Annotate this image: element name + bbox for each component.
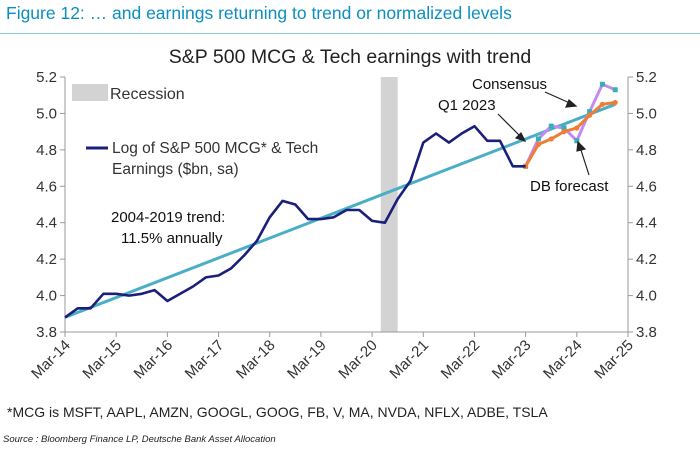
recession-legend-swatch	[72, 84, 108, 101]
recession-legend-label: Recession	[110, 86, 185, 103]
footnote: *MCG is MSFT, AAPL, AMZN, GOOGL, GOOG, F…	[7, 404, 548, 420]
y-tick-label-right: 5.0	[636, 105, 657, 122]
x-tick-label: Mar-24	[540, 337, 586, 383]
y-tick-label-right: 4.6	[636, 178, 657, 195]
db-forecast-point	[587, 109, 593, 115]
earnings-line	[64, 124, 526, 319]
x-tick-label: Mar-17	[182, 337, 228, 383]
chart-title: S&P 500 MCG & Tech earnings with trend	[168, 46, 532, 68]
x-tick-label: Mar-18	[233, 337, 279, 383]
y-tick-label-right: 4.0	[636, 288, 657, 305]
y-tick-label-left: 4.0	[36, 288, 57, 305]
y-tick-label-left: 4.2	[36, 251, 57, 268]
y-tick-label-left: 5.0	[36, 105, 57, 122]
source-note: Source : Bloomberg Finance LP, Deutsche …	[3, 434, 276, 445]
db-forecast-point	[574, 138, 580, 144]
series-legend-label-line2: Earnings ($bn, sa)	[112, 161, 239, 178]
y-tick-label-right: 4.8	[636, 142, 657, 159]
x-tick-label: Mar-14	[28, 337, 74, 383]
q1-2023-arrowhead	[514, 131, 527, 143]
x-tick-label: Mar-21	[386, 337, 432, 383]
y-tick-label-right: 4.2	[636, 251, 657, 268]
x-tick-label: Mar-20	[335, 337, 381, 383]
consensus-point	[561, 129, 567, 135]
consensus-point	[574, 125, 580, 131]
consensus-annotation: Consensus	[472, 76, 547, 93]
trend-annotation-line2: 11.5% annually	[121, 230, 223, 247]
x-tick-label: Mar-23	[489, 337, 535, 383]
q1-2023-annotation: Q1 2023	[438, 97, 496, 114]
db-forecast-arrow	[579, 146, 590, 176]
x-tick-label: Mar-25	[591, 337, 637, 383]
db-forecast-arrowhead	[576, 140, 587, 152]
consensus-point	[535, 141, 542, 147]
db-forecast-point	[599, 81, 605, 87]
consensus-arrowhead	[565, 99, 578, 108]
y-tick-label-right: 4.4	[636, 215, 657, 232]
y-tick-label-right: 5.2	[636, 69, 657, 86]
y-tick-label-left: 4.4	[36, 215, 57, 232]
x-tick-label: Mar-15	[79, 337, 125, 383]
db-forecast-point	[535, 136, 541, 142]
x-tick-label: Mar-22	[438, 337, 484, 383]
db-forecast-annotation: DB forecast	[530, 178, 609, 195]
q1-2023-arrow	[497, 113, 523, 139]
title-divider	[0, 33, 700, 34]
consensus-point	[548, 136, 554, 142]
y-tick-label-left: 3.8	[36, 324, 57, 341]
x-tick-label: Mar-19	[284, 337, 330, 383]
trend-annotation-line1: 2004-2019 trend:	[111, 209, 225, 226]
series-legend-label-line1: Log of S&P 500 MCG* & Tech	[112, 140, 318, 157]
x-tick-label: Mar-16	[131, 337, 177, 383]
db-forecast-line	[524, 82, 616, 167]
db-forecast-point	[561, 125, 567, 131]
y-tick-label-left: 5.2	[36, 69, 57, 86]
recession-band	[380, 77, 398, 332]
figure-title: Figure 12: … and earnings returning to t…	[6, 3, 512, 23]
consensus-point	[599, 101, 606, 107]
db-forecast-point	[548, 123, 554, 129]
db-forecast-point	[612, 87, 618, 93]
y-tick-label-left: 4.8	[36, 142, 57, 159]
consensus-point	[587, 112, 593, 118]
y-tick-label-right: 3.8	[636, 324, 657, 341]
y-tick-label-left: 4.6	[36, 178, 57, 195]
consensus-point	[612, 99, 618, 106]
